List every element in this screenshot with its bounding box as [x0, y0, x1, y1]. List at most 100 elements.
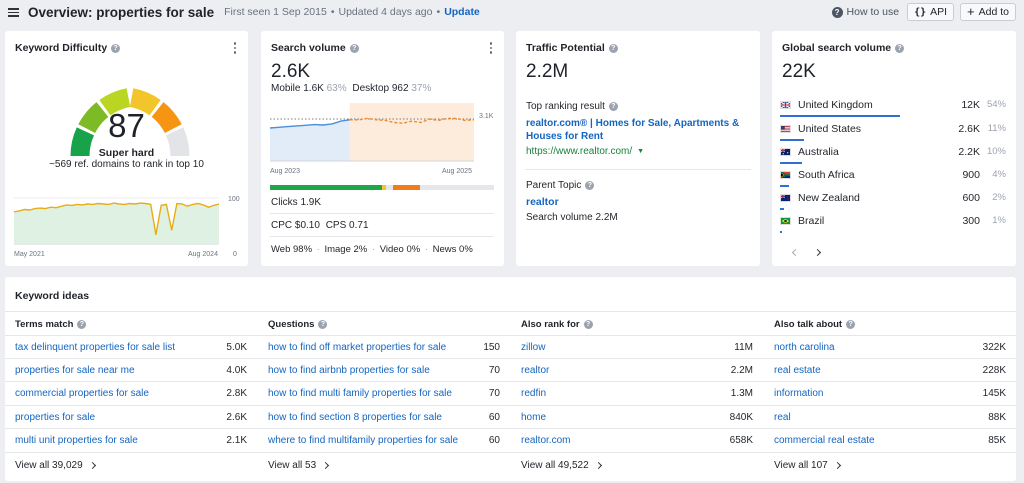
keyword-row[interactable]: how to find off market properties for sa…: [268, 336, 500, 359]
keyword-row[interactable]: north carolina 322K: [774, 336, 1006, 359]
help-icon[interactable]: ?: [111, 43, 121, 53]
first-seen-text: First seen 1 Sep 2015: [224, 6, 327, 18]
keyword-link[interactable]: realtor: [521, 365, 550, 376]
country-pct: 54%: [986, 99, 1006, 110]
keyword-link[interactable]: where to find multifamily properties for…: [268, 435, 459, 446]
keyword-link[interactable]: properties for sale near me: [15, 365, 135, 376]
help-icon[interactable]: ?: [895, 43, 905, 53]
keyword-link[interactable]: how to find airbnb properties for sale: [268, 365, 430, 376]
braces-icon: {}: [914, 6, 927, 18]
country-row[interactable]: New Zealand 600 2%: [780, 186, 1006, 209]
search-volume-card: Search volume? 2.6K Mobile 1.6K 63% Desk…: [261, 31, 504, 266]
help-icon[interactable]: ?: [846, 320, 856, 329]
keyword-link[interactable]: how to find off market properties for sa…: [268, 342, 447, 353]
keyword-row[interactable]: tax delinquent properties for sale list 5…: [15, 336, 247, 359]
country-row[interactable]: South Africa 900 4%: [780, 163, 1006, 186]
keyword-link[interactable]: how to find multi family properties for …: [268, 388, 452, 399]
country-volume: 900: [962, 168, 980, 181]
kd-y-max: 100: [228, 196, 240, 203]
country-pct: 1%: [992, 215, 1006, 226]
sv-clicks: Clicks 1.9K: [271, 197, 322, 208]
top-result-title-link[interactable]: realtor.com® | Homes for Sale, Apartment…: [526, 118, 740, 142]
country-name: New Zealand: [798, 191, 860, 204]
help-icon[interactable]: ?: [77, 320, 87, 329]
keyword-row[interactable]: how to find airbnb properties for sale 70: [268, 359, 500, 382]
keyword-link[interactable]: information: [774, 388, 824, 399]
keyword-row[interactable]: information 145K: [774, 382, 1006, 405]
country-name: United States: [798, 122, 862, 135]
south-africa-flag-icon: [780, 170, 791, 179]
api-button-label: API: [930, 6, 948, 18]
keyword-link[interactable]: how to find section 8 properties for sal…: [268, 412, 442, 423]
country-row[interactable]: Australia 2.2K 10%: [780, 140, 1006, 163]
keyword-link[interactable]: north carolina: [774, 342, 835, 353]
keyword-row[interactable]: commercial properties for sale 2.8K: [15, 382, 247, 405]
caret-down-icon[interactable]: ▼: [637, 148, 645, 155]
keyword-row[interactable]: realtor.com 658K: [521, 429, 753, 452]
country-row[interactable]: Brazil 300 1%: [780, 209, 1006, 232]
kd-x-end: Aug 2024: [188, 251, 218, 258]
view-all-link[interactable]: View all 49,522: [521, 460, 602, 471]
keyword-row[interactable]: real 88K: [774, 406, 1006, 429]
help-icon[interactable]: ?: [585, 181, 595, 190]
country-name: United Kingdom: [798, 98, 873, 111]
keyword-link[interactable]: redfin: [521, 388, 547, 399]
ki-column-heading: Also talk about?: [774, 319, 856, 330]
keyword-row[interactable]: zillow 11M: [521, 336, 753, 359]
help-icon[interactable]: ?: [608, 102, 618, 111]
keyword-link[interactable]: real estate: [774, 365, 821, 376]
ki-column-heading: Also rank for?: [521, 319, 593, 330]
keyword-link[interactable]: realtor.com: [521, 435, 571, 446]
help-icon[interactable]: ?: [318, 320, 328, 329]
keyword-row[interactable]: realtor 2.2M: [521, 359, 753, 382]
keyword-volume: 70: [488, 365, 500, 376]
top-result-url[interactable]: https://www.realtor.com/ ▼: [526, 146, 644, 157]
sv-video: Video 0%: [379, 244, 421, 255]
how-to-use-link[interactable]: ? How to use: [831, 6, 899, 18]
keyword-row[interactable]: where to find multifamily properties for…: [268, 429, 500, 452]
country-name: Brazil: [798, 214, 825, 227]
more-options-icon[interactable]: [489, 42, 492, 54]
keyword-row[interactable]: real estate 228K: [774, 359, 1006, 382]
keyword-row[interactable]: home 840K: [521, 406, 753, 429]
view-all-link[interactable]: View all 53: [268, 460, 330, 471]
sv-y-label: 3.1K: [479, 113, 494, 120]
keyword-row[interactable]: how to find section 8 properties for sal…: [268, 406, 500, 429]
keyword-row[interactable]: properties for sale 2.6K: [15, 406, 247, 429]
keyword-link[interactable]: commercial properties for sale: [15, 388, 149, 399]
view-all-link[interactable]: View all 39,029: [15, 460, 96, 471]
country-row[interactable]: United States 2.6K 11%: [780, 117, 1006, 140]
keyword-row[interactable]: properties for sale near me 4.0K: [15, 359, 247, 382]
add-to-button[interactable]: + Add to: [960, 3, 1016, 21]
help-icon[interactable]: ?: [583, 320, 593, 329]
keyword-link[interactable]: zillow: [521, 342, 546, 353]
keyword-volume: 658K: [729, 435, 753, 446]
keyword-difficulty-card: Keyword Difficulty? 87 Super hard ~569 r…: [5, 31, 248, 266]
update-link[interactable]: Update: [444, 6, 480, 18]
keyword-link[interactable]: properties for sale: [15, 412, 96, 423]
api-button[interactable]: {} API: [907, 3, 955, 21]
country-row[interactable]: United Kingdom 12K 54%: [780, 93, 1006, 116]
keyword-link[interactable]: real: [774, 412, 791, 423]
gauge-segment-yellowgreen: [99, 88, 131, 116]
keyword-link[interactable]: multi unit properties for sale: [15, 435, 138, 446]
clicks-distribution-bar: [270, 185, 494, 190]
view-all-link[interactable]: View all 107: [774, 460, 841, 471]
parent-topic-link[interactable]: realtor: [526, 196, 559, 208]
keyword-row[interactable]: redfin 1.3M: [521, 382, 753, 405]
kd-trend-chart: 100 0 May 2021 Aug 2024: [13, 196, 240, 258]
keyword-link[interactable]: commercial real estate: [774, 435, 875, 446]
prev-page-button[interactable]: [790, 247, 800, 257]
keyword-link[interactable]: home: [521, 412, 547, 423]
keyword-volume: 1.3M: [730, 388, 753, 399]
keyword-link[interactable]: tax delinquent properties for sale list: [15, 342, 176, 353]
keyword-row[interactable]: commercial real estate 85K: [774, 429, 1006, 452]
keyword-volume: 60: [488, 412, 500, 423]
help-icon[interactable]: ?: [608, 43, 618, 53]
more-options-icon[interactable]: [233, 42, 236, 54]
menu-icon[interactable]: [8, 8, 19, 17]
keyword-row[interactable]: multi unit properties for sale 2.1K: [15, 429, 247, 452]
next-page-button[interactable]: [812, 247, 822, 257]
help-icon[interactable]: ?: [349, 43, 359, 53]
keyword-row[interactable]: how to find multi family properties for …: [268, 382, 500, 405]
